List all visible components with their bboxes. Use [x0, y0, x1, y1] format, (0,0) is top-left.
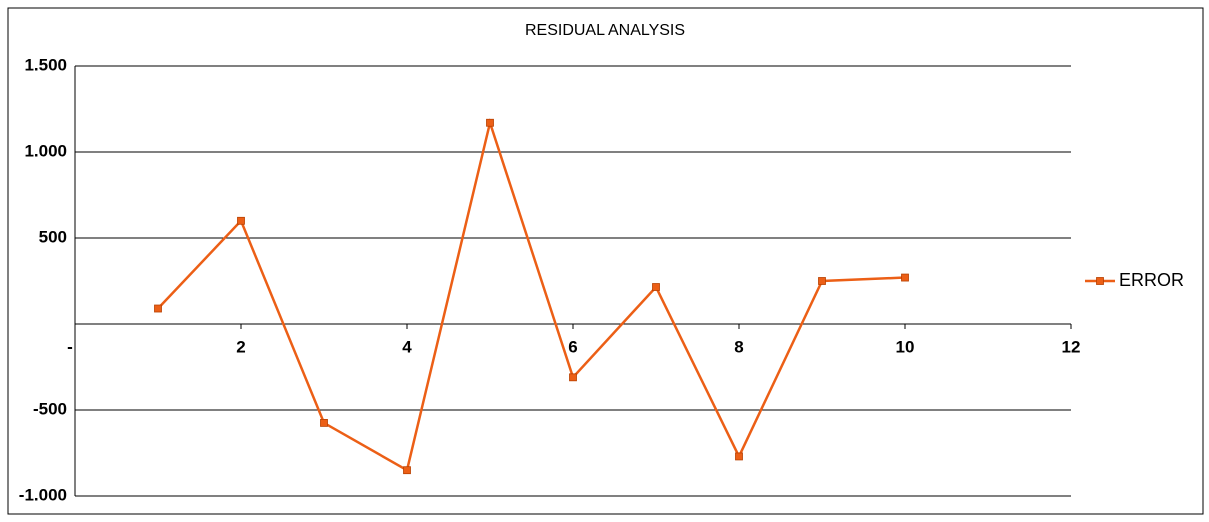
- chart-title: RESIDUAL ANALYSIS: [525, 22, 685, 39]
- data-point: [403, 466, 411, 475]
- x-tick-label: 4: [402, 337, 412, 356]
- legend-marker: [1096, 277, 1104, 285]
- x-tick-label: 10: [896, 337, 915, 356]
- x-tick-label: 8: [734, 337, 743, 356]
- data-point: [818, 277, 826, 285]
- chart-border: [7, 7, 1204, 515]
- y-tick-label: -500: [33, 399, 67, 418]
- data-point: [154, 304, 162, 313]
- data-point: [901, 273, 909, 282]
- data-point: [569, 373, 577, 382]
- y-tick-label: 1.000: [24, 141, 67, 160]
- x-tick-label: 12: [1062, 337, 1081, 356]
- data-point: [237, 216, 245, 225]
- data-point: [652, 283, 660, 291]
- y-tick-label: -1.000: [19, 485, 67, 504]
- x-tick-label: 6: [568, 337, 577, 356]
- data-point: [486, 118, 494, 127]
- data-point: [320, 418, 328, 427]
- data-line: [157, 118, 906, 473]
- y-tick-label: 500: [39, 227, 67, 246]
- y-tick-label: 1.500: [24, 55, 67, 74]
- data-point: [735, 452, 743, 461]
- x-tick-label: -: [67, 337, 73, 356]
- legend-label: ERROR: [1119, 270, 1184, 290]
- x-tick-label: 2: [236, 337, 245, 356]
